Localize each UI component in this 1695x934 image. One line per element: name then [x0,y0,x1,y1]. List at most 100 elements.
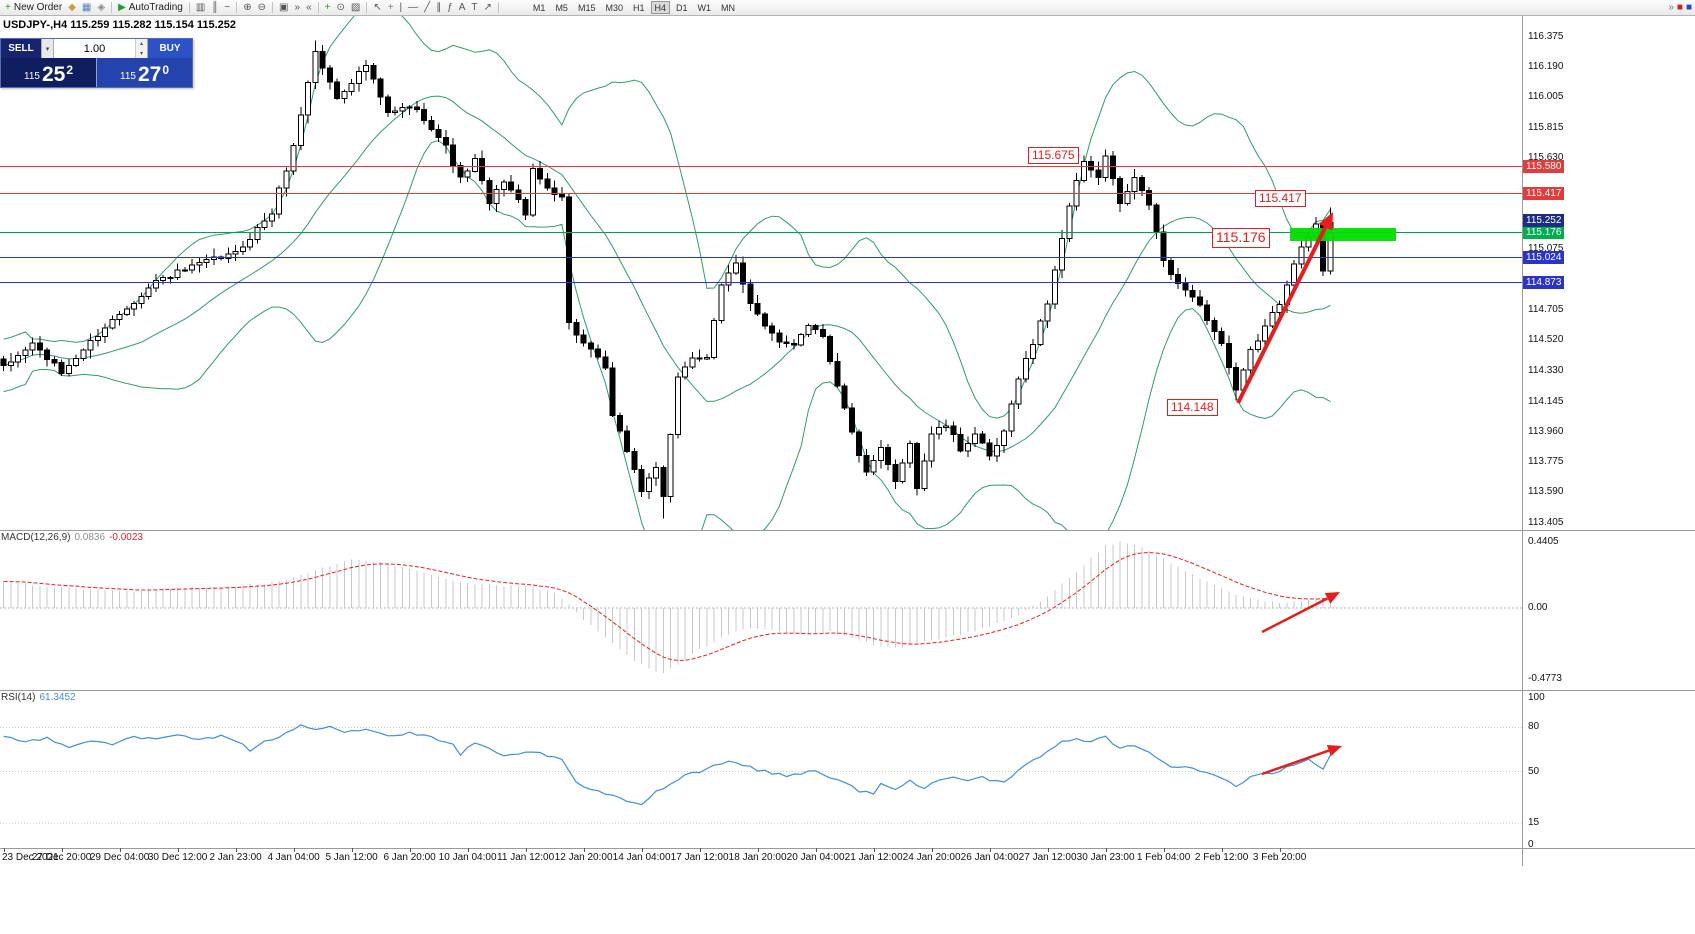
trendline-button[interactable]: ╱ [421,1,433,15]
macd-label: MACD(12,26,9) 0.0836 -0.0023 [1,532,143,543]
time-axis-label: 5 Jan 12:00 [325,852,378,863]
channel-button[interactable]: ∥ [433,1,444,15]
vertical-line-button[interactable]: | [397,1,406,15]
rsi-label: RSI(14) 61.3452 [1,692,76,703]
timeframe-mn-button[interactable]: MN [721,3,736,13]
toolbar-separator [111,2,113,13]
volume-step-up[interactable]: ▴ [139,41,143,48]
zoom-in-button[interactable]: ⊕ [240,1,254,15]
time-axis-tick [583,848,585,852]
sell-price-button[interactable]: 115 25 2 [1,58,96,87]
line-chart-button[interactable]: ~ [221,1,233,15]
time-axis-tick [873,848,875,852]
time-axis-tick [409,848,411,852]
time-axis-label: 2 Feb 12:00 [1194,852,1249,863]
timeframe-h4-button[interactable]: H4 [650,1,671,14]
timeframe-w1-button[interactable]: W1 [697,3,712,13]
toolbar-items: + New Order ◆ ▦ ◈ ▶ AutoTrading ▥ ║ ~ ⊕ ⊖ ▣» «+ ⊙ ▨ ↖ + | —… [2,0,740,15]
auto-scroll-button[interactable]: » [292,1,304,15]
bollinger-upper-band [3,16,1331,419]
alert-blue-icon[interactable]: ■ [1685,2,1692,13]
volume-dropdown[interactable]: ▾ [41,39,54,58]
navigator-icon: ◈ [97,1,106,13]
price-scale-label: 113.960 [1528,425,1564,437]
zoom-in-icon: ⊕ [243,1,252,13]
timeframe-m5-button[interactable]: M5 [555,3,568,13]
toolbar-overflow-icon[interactable]: » [1668,2,1674,13]
periods-button[interactable]: ⊙ [333,1,347,15]
rsi-panel[interactable] [0,690,1522,848]
new-order-button[interactable]: + New Order [2,1,65,15]
buy-price-button[interactable]: 115 27 0 [96,58,192,87]
timeframe-d1-button[interactable]: D1 [676,3,688,13]
rsi-line [3,724,1331,806]
volume-step-down[interactable]: ▾ [139,50,143,57]
time-axis-tick [525,848,527,852]
fibonacci-button[interactable]: ƒ [444,1,456,15]
bar-chart-icon: ▥ [195,1,206,13]
horizontal-line-button[interactable]: — [405,1,421,15]
auto-scroll-icon: » [294,1,301,13]
market-watch-button[interactable]: ◆ [65,1,79,15]
toolbar-separator [497,2,499,13]
text-button[interactable]: A [456,1,469,15]
volume-input[interactable] [54,39,135,58]
buy-price-big: 27 [137,63,162,86]
macd-panel[interactable] [0,530,1522,690]
templates-button[interactable]: ▨ [348,1,363,15]
data-window-button[interactable]: ▦ [79,1,94,15]
periods-icon: ⊙ [336,1,345,13]
chart-title: USDJPY-,H4 115.259 115.282 115.154 115.2… [3,19,237,31]
volume-field: ▴ ▾ [54,39,148,58]
zoom-out-button[interactable]: ⊖ [255,1,269,15]
timeframe-m15-button[interactable]: M15 [577,3,596,13]
time-axis-label: 24 Jan 20:00 [902,852,961,863]
price-chart[interactable] [0,16,1522,530]
market-watch-icon: ◆ [68,1,76,13]
macd-signal-value: -0.0023 [109,532,143,543]
price-scale-label: 116.190 [1528,60,1564,72]
time-axis-tick [757,848,759,852]
rsi-name: RSI(14) [1,692,36,703]
crosshair-button[interactable]: + [385,1,397,15]
bollinger-lower-band [3,139,1331,530]
candlestick-chart-button[interactable]: ║ [208,1,221,15]
indicators-button[interactable]: + [322,1,334,15]
timeframe-m30-button[interactable]: M30 [605,3,623,13]
time-axis-label: 2 Jan 23:00 [209,852,262,863]
toolbar-right-icons: » ■ ■ [1668,1,1692,14]
separator-price-macd[interactable] [0,530,1695,531]
time-axis-tick [641,848,643,852]
time-axis-tick [699,848,701,852]
sell-price-big: 25 [41,63,66,86]
text-icon: A [458,1,466,13]
fibonacci-icon: ƒ [447,1,453,13]
timeframe-h1-button[interactable]: H1 [632,3,645,13]
price-annotation[interactable]: 115.417 [1255,190,1306,207]
alert-red-icon[interactable]: ■ [1676,2,1683,13]
buy-button[interactable]: BUY [148,39,192,58]
horizontal-line-icon: — [408,1,419,13]
chart-shift-button[interactable]: « [303,1,315,15]
navigator-button[interactable]: ◈ [94,1,108,15]
time-axis-label: 17 Jan 12:00 [670,852,729,863]
time-axis-label: 21 Jan 12:00 [844,852,903,863]
autotrading-icon: ▶ [118,1,126,13]
arrows-button[interactable]: ↗ [481,1,495,15]
cursor-icon: ↖ [373,1,382,13]
macd-signal-line [3,551,1331,661]
autotrading-button[interactable]: ▶ AutoTrading [115,1,186,15]
price-annotation[interactable]: 115.675 [1028,147,1079,164]
text-label-button[interactable]: T [468,1,480,15]
time-axis-label: 3 Feb 20:00 [1252,852,1307,863]
sell-button[interactable]: SELL [1,39,41,58]
tile-windows-button[interactable]: ▣ [276,1,291,15]
bar-chart-button[interactable]: ▥ [193,1,208,15]
buy-price-prefix: 115 [120,71,136,82]
timeframe-m1-button[interactable]: M1 [532,3,546,13]
cursor-button[interactable]: ↖ [370,1,384,15]
price-annotation[interactable]: 114.148 [1167,399,1218,416]
separator-macd-rsi[interactable] [0,690,1695,691]
time-axis-tick [989,848,991,852]
price-annotation[interactable]: 115.176 [1212,228,1270,248]
